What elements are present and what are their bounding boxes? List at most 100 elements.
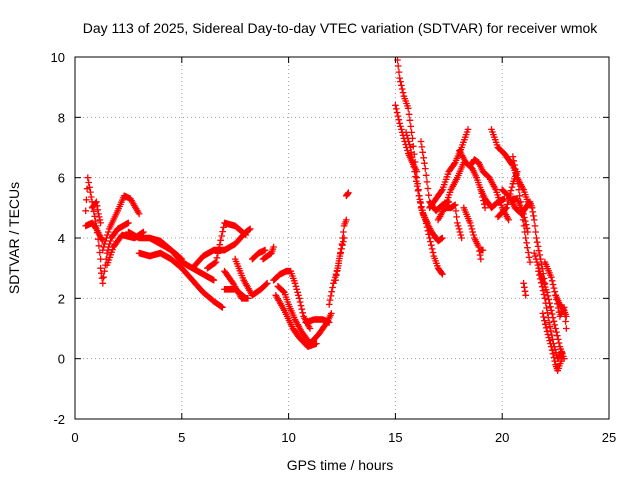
data-point: [327, 292, 335, 300]
data-point: [563, 313, 570, 320]
data-point: [83, 196, 90, 204]
data-point: [406, 141, 413, 148]
data-point: [97, 219, 104, 227]
data-point: [542, 299, 550, 307]
data-point: [410, 163, 418, 171]
data-point: [394, 112, 402, 120]
data-point: [345, 189, 352, 197]
data-point: [481, 204, 489, 212]
data-point: [479, 246, 487, 254]
data-point: [406, 117, 414, 124]
data-point: [428, 245, 436, 253]
data-point: [398, 126, 405, 133]
data-point: [85, 179, 92, 186]
data-point: [549, 350, 557, 358]
data-point: [533, 258, 541, 266]
data-series-sdtvar: [82, 56, 570, 374]
y-axis-title: SDTVAR / TECUs: [6, 182, 22, 294]
data-point: [411, 168, 418, 175]
data-point: [553, 328, 560, 336]
data-point: [242, 295, 250, 302]
data-point: [551, 288, 558, 295]
data-point: [547, 303, 554, 311]
data-point: [549, 281, 557, 288]
data-point: [295, 292, 302, 299]
data-point: [214, 250, 222, 257]
data-point: [90, 208, 98, 215]
data-point: [521, 214, 528, 221]
data-point: [557, 350, 565, 358]
data-point: [86, 184, 93, 191]
data-point: [522, 221, 530, 228]
data-point: [538, 283, 546, 290]
data-point: [94, 206, 102, 214]
data-point: [409, 158, 417, 166]
data-point: [522, 234, 529, 242]
data-point: [543, 304, 550, 312]
data-point: [521, 284, 528, 291]
data-point: [216, 241, 224, 248]
data-point: [413, 178, 420, 185]
data-point: [503, 204, 510, 212]
data-point: [306, 325, 314, 332]
data-point: [99, 246, 107, 254]
data-point: [417, 199, 424, 207]
data-point: [294, 289, 301, 296]
data-point: [424, 185, 432, 192]
data-point: [125, 219, 132, 227]
x-axis-title: GPS time / hours: [287, 457, 394, 473]
data-point: [550, 354, 558, 361]
data-point: [296, 295, 303, 302]
data-point: [548, 277, 556, 285]
data-point: [140, 228, 147, 236]
x-tick-label: 5: [178, 430, 185, 445]
data-point: [548, 310, 556, 318]
data-point: [263, 279, 271, 287]
data-point: [421, 159, 428, 167]
x-tick-label: 15: [388, 430, 402, 445]
data-point: [513, 174, 521, 181]
data-point: [218, 232, 225, 240]
data-point: [536, 251, 544, 259]
data-point: [325, 301, 333, 308]
data-point: [530, 212, 537, 220]
data-point: [509, 153, 517, 160]
data-point: [467, 222, 475, 230]
data-point: [332, 276, 339, 284]
data-point: [246, 226, 253, 233]
data-point: [104, 231, 111, 239]
data-point: [502, 205, 509, 213]
data-point: [416, 196, 424, 203]
y-tick-label: 4: [58, 231, 65, 246]
data-point: [520, 279, 527, 287]
data-point: [523, 239, 530, 247]
data-point: [531, 252, 539, 260]
data-point: [521, 288, 529, 295]
data-point: [407, 149, 415, 156]
data-point: [542, 321, 549, 328]
data-point: [261, 246, 269, 254]
data-point: [426, 234, 433, 242]
data-point: [545, 296, 553, 303]
data-point: [455, 225, 463, 233]
data-point: [407, 123, 415, 130]
data-point: [397, 123, 404, 130]
data-point: [533, 234, 540, 242]
data-point: [407, 144, 414, 151]
data-point: [418, 203, 425, 210]
data-point: [339, 241, 346, 249]
data-point: [542, 324, 550, 332]
data-point: [404, 105, 412, 112]
data-point: [423, 178, 431, 186]
data-point: [333, 272, 340, 279]
data-point: [412, 173, 419, 180]
data-point: [551, 357, 558, 365]
data-point: [425, 191, 432, 199]
data-point: [103, 234, 110, 242]
data-point: [396, 120, 403, 127]
data-point: [299, 309, 306, 317]
data-point: [210, 276, 218, 284]
data-point: [508, 183, 516, 191]
data-point: [326, 296, 334, 304]
data-point: [419, 206, 426, 214]
